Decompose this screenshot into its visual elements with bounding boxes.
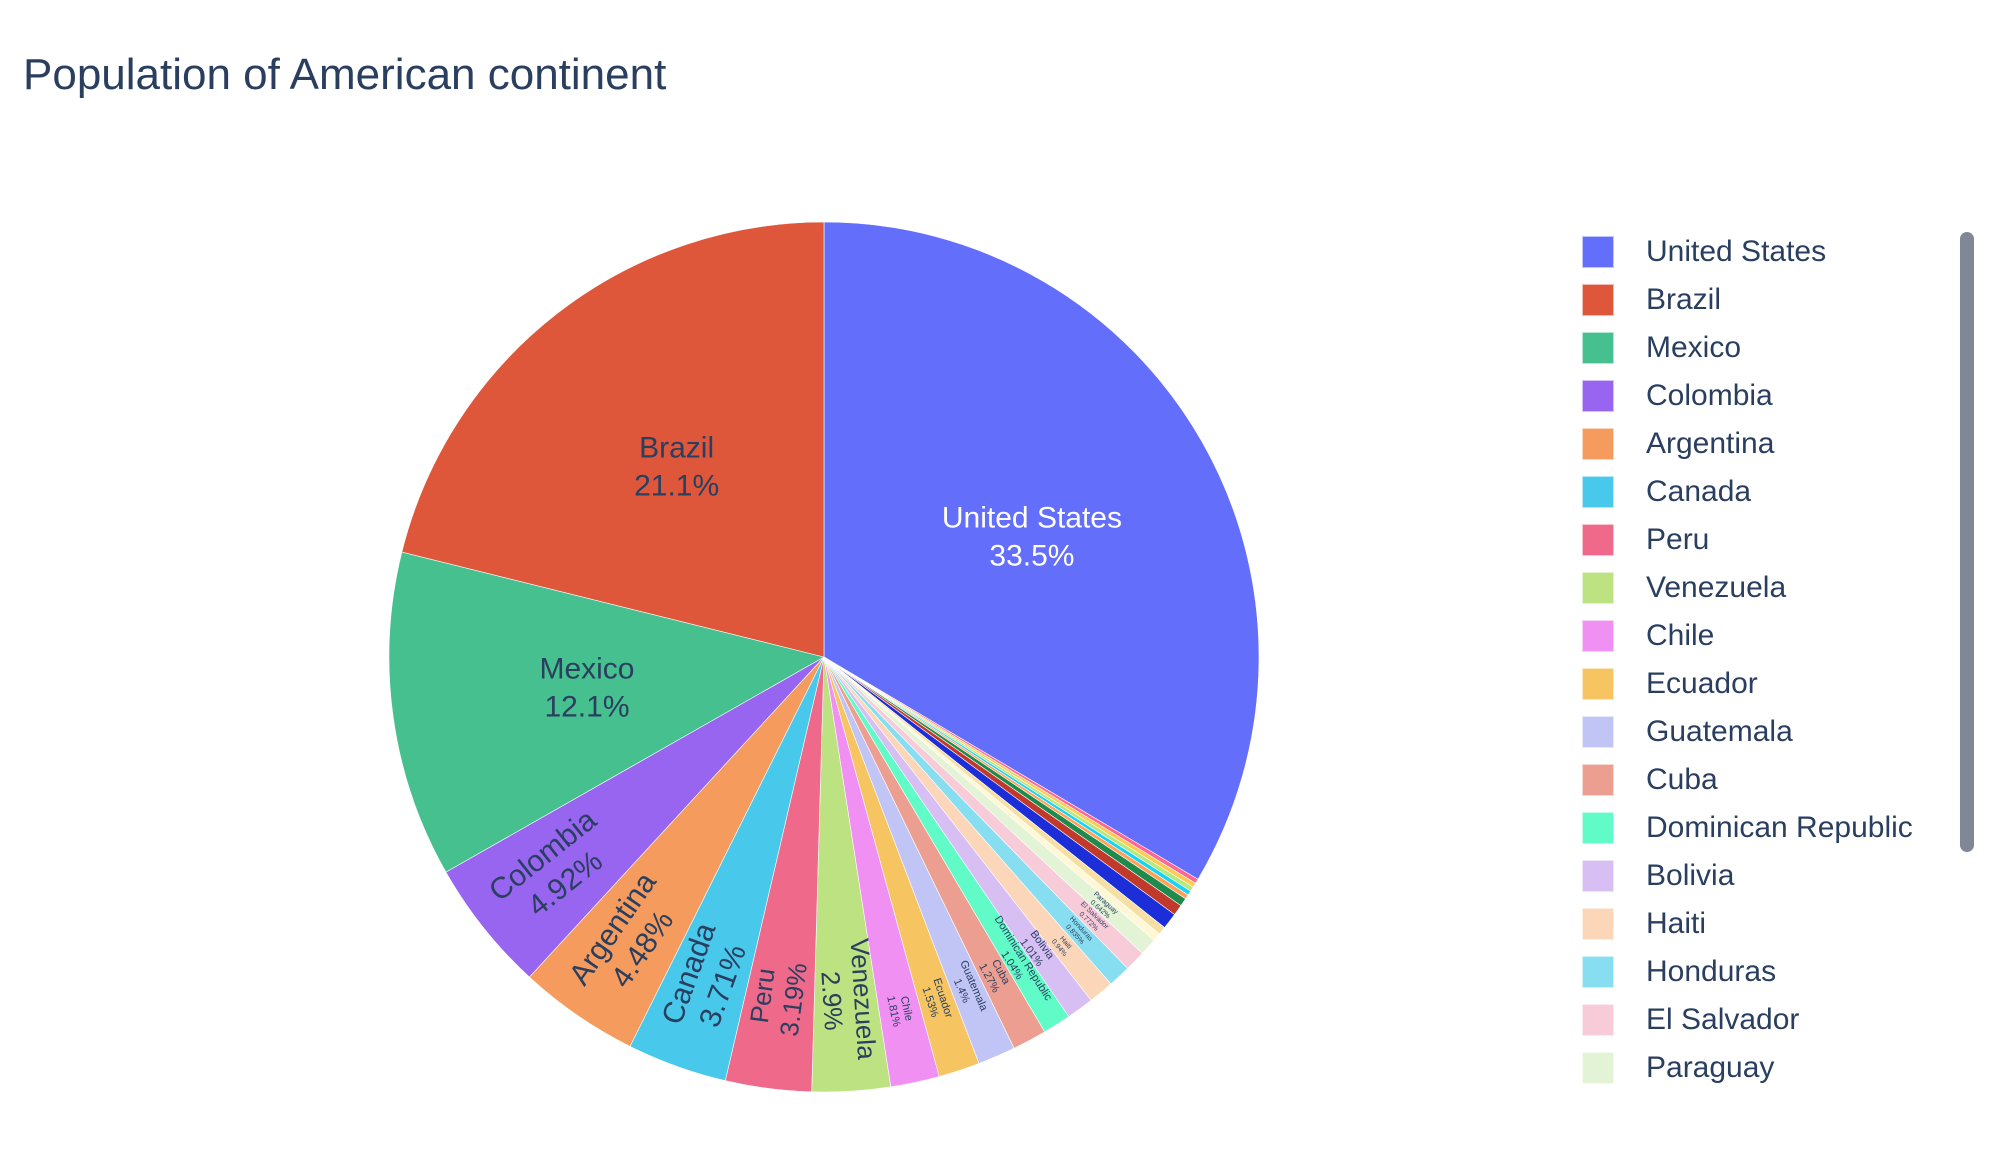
legend-item-chile[interactable]: Chile xyxy=(1582,618,1942,654)
legend-swatch xyxy=(1582,620,1614,652)
legend-swatch xyxy=(1582,380,1614,412)
legend-label: Guatemala xyxy=(1646,715,1793,748)
pie-slices xyxy=(388,221,1260,1093)
legend-label: Argentina xyxy=(1646,427,1775,460)
legend-item-honduras[interactable]: Honduras xyxy=(1582,954,1942,990)
legend-swatch xyxy=(1582,860,1614,892)
legend-label: Brazil xyxy=(1646,283,1722,316)
pie-slice-mexico[interactable] xyxy=(388,551,825,873)
legend-item-colombia[interactable]: Colombia xyxy=(1582,378,1942,414)
slice-label-mexico: Mexico xyxy=(539,653,634,686)
legend-swatch xyxy=(1582,668,1614,700)
legend-label: Canada xyxy=(1646,475,1752,508)
legend-swatch xyxy=(1582,332,1614,364)
legend-item-brazil[interactable]: Brazil xyxy=(1582,282,1942,318)
slice-value-brazil: 21.1% xyxy=(634,469,719,502)
legend-label: Paraguay xyxy=(1646,1051,1775,1084)
slice-label-peru: Peru xyxy=(744,966,781,1024)
legend-item-mexico[interactable]: Mexico xyxy=(1582,330,1942,366)
legend-swatch xyxy=(1582,1004,1614,1036)
legend-item-peru[interactable]: Peru xyxy=(1582,522,1942,558)
legend-label: Chile xyxy=(1646,619,1715,652)
legend-label: Honduras xyxy=(1646,955,1777,988)
pie-slice-united-states[interactable] xyxy=(823,221,1260,880)
legend-item-bolivia[interactable]: Bolivia xyxy=(1582,858,1942,894)
legend-swatch xyxy=(1582,524,1614,556)
legend-label: Dominican Republic xyxy=(1646,811,1913,844)
legend-item-guatemala[interactable]: Guatemala xyxy=(1582,714,1942,750)
legend-swatch xyxy=(1582,572,1614,604)
legend-swatch xyxy=(1582,1052,1614,1084)
legend-label: United States xyxy=(1646,235,1827,268)
slice-value-united-states: 33.5% xyxy=(989,540,1074,573)
legend-item-el-salvador[interactable]: El Salvador xyxy=(1582,1002,1942,1038)
legend-item-venezuela[interactable]: Venezuela xyxy=(1582,570,1942,606)
slice-label-united-states: United States xyxy=(942,502,1122,535)
legend-label: Cuba xyxy=(1646,763,1718,796)
legend-swatch xyxy=(1582,476,1614,508)
slice-value-venezuela: 2.9% xyxy=(815,970,849,1031)
legend-label: Ecuador xyxy=(1646,667,1758,700)
legend-swatch xyxy=(1582,284,1614,316)
slice-value-mexico: 12.1% xyxy=(544,691,629,724)
legend-label: Mexico xyxy=(1646,331,1742,364)
slice-label-chile: Chile xyxy=(898,995,915,1022)
legend-label: Venezuela xyxy=(1646,571,1787,604)
legend-swatch xyxy=(1582,908,1614,940)
legend-item-ecuador[interactable]: Ecuador xyxy=(1582,666,1942,702)
legend-swatch xyxy=(1582,812,1614,844)
pie-slice-brazil[interactable] xyxy=(401,221,825,658)
slice-label-brazil: Brazil xyxy=(639,431,714,464)
legend-item-haiti[interactable]: Haiti xyxy=(1582,906,1942,942)
legend-swatch xyxy=(1582,428,1614,460)
legend-swatch xyxy=(1582,956,1614,988)
legend-label: Peru xyxy=(1646,523,1710,556)
legend-label: Bolivia xyxy=(1646,859,1735,892)
legend-swatch xyxy=(1582,236,1614,268)
legend-item-canada[interactable]: Canada xyxy=(1582,474,1942,510)
legend: United States Brazil Mexico Colombia Argenti… xyxy=(1582,234,1952,1094)
legend-label: Colombia xyxy=(1646,379,1773,412)
legend-label: Haiti xyxy=(1646,907,1707,940)
legend-label: El Salvador xyxy=(1646,1003,1800,1036)
legend-swatch xyxy=(1582,716,1614,748)
legend-swatch xyxy=(1582,764,1614,796)
legend-item-dominican-republic[interactable]: Dominican Republic xyxy=(1582,810,1942,846)
legend-item-paraguay[interactable]: Paraguay xyxy=(1582,1050,1942,1086)
chart-title: Population of American continent xyxy=(23,50,667,99)
legend-item-united-states[interactable]: United States xyxy=(1582,234,1942,270)
legend-item-argentina[interactable]: Argentina xyxy=(1582,426,1942,462)
legend-scrollbar[interactable] xyxy=(1960,232,1974,852)
legend-item-cuba[interactable]: Cuba xyxy=(1582,762,1942,798)
